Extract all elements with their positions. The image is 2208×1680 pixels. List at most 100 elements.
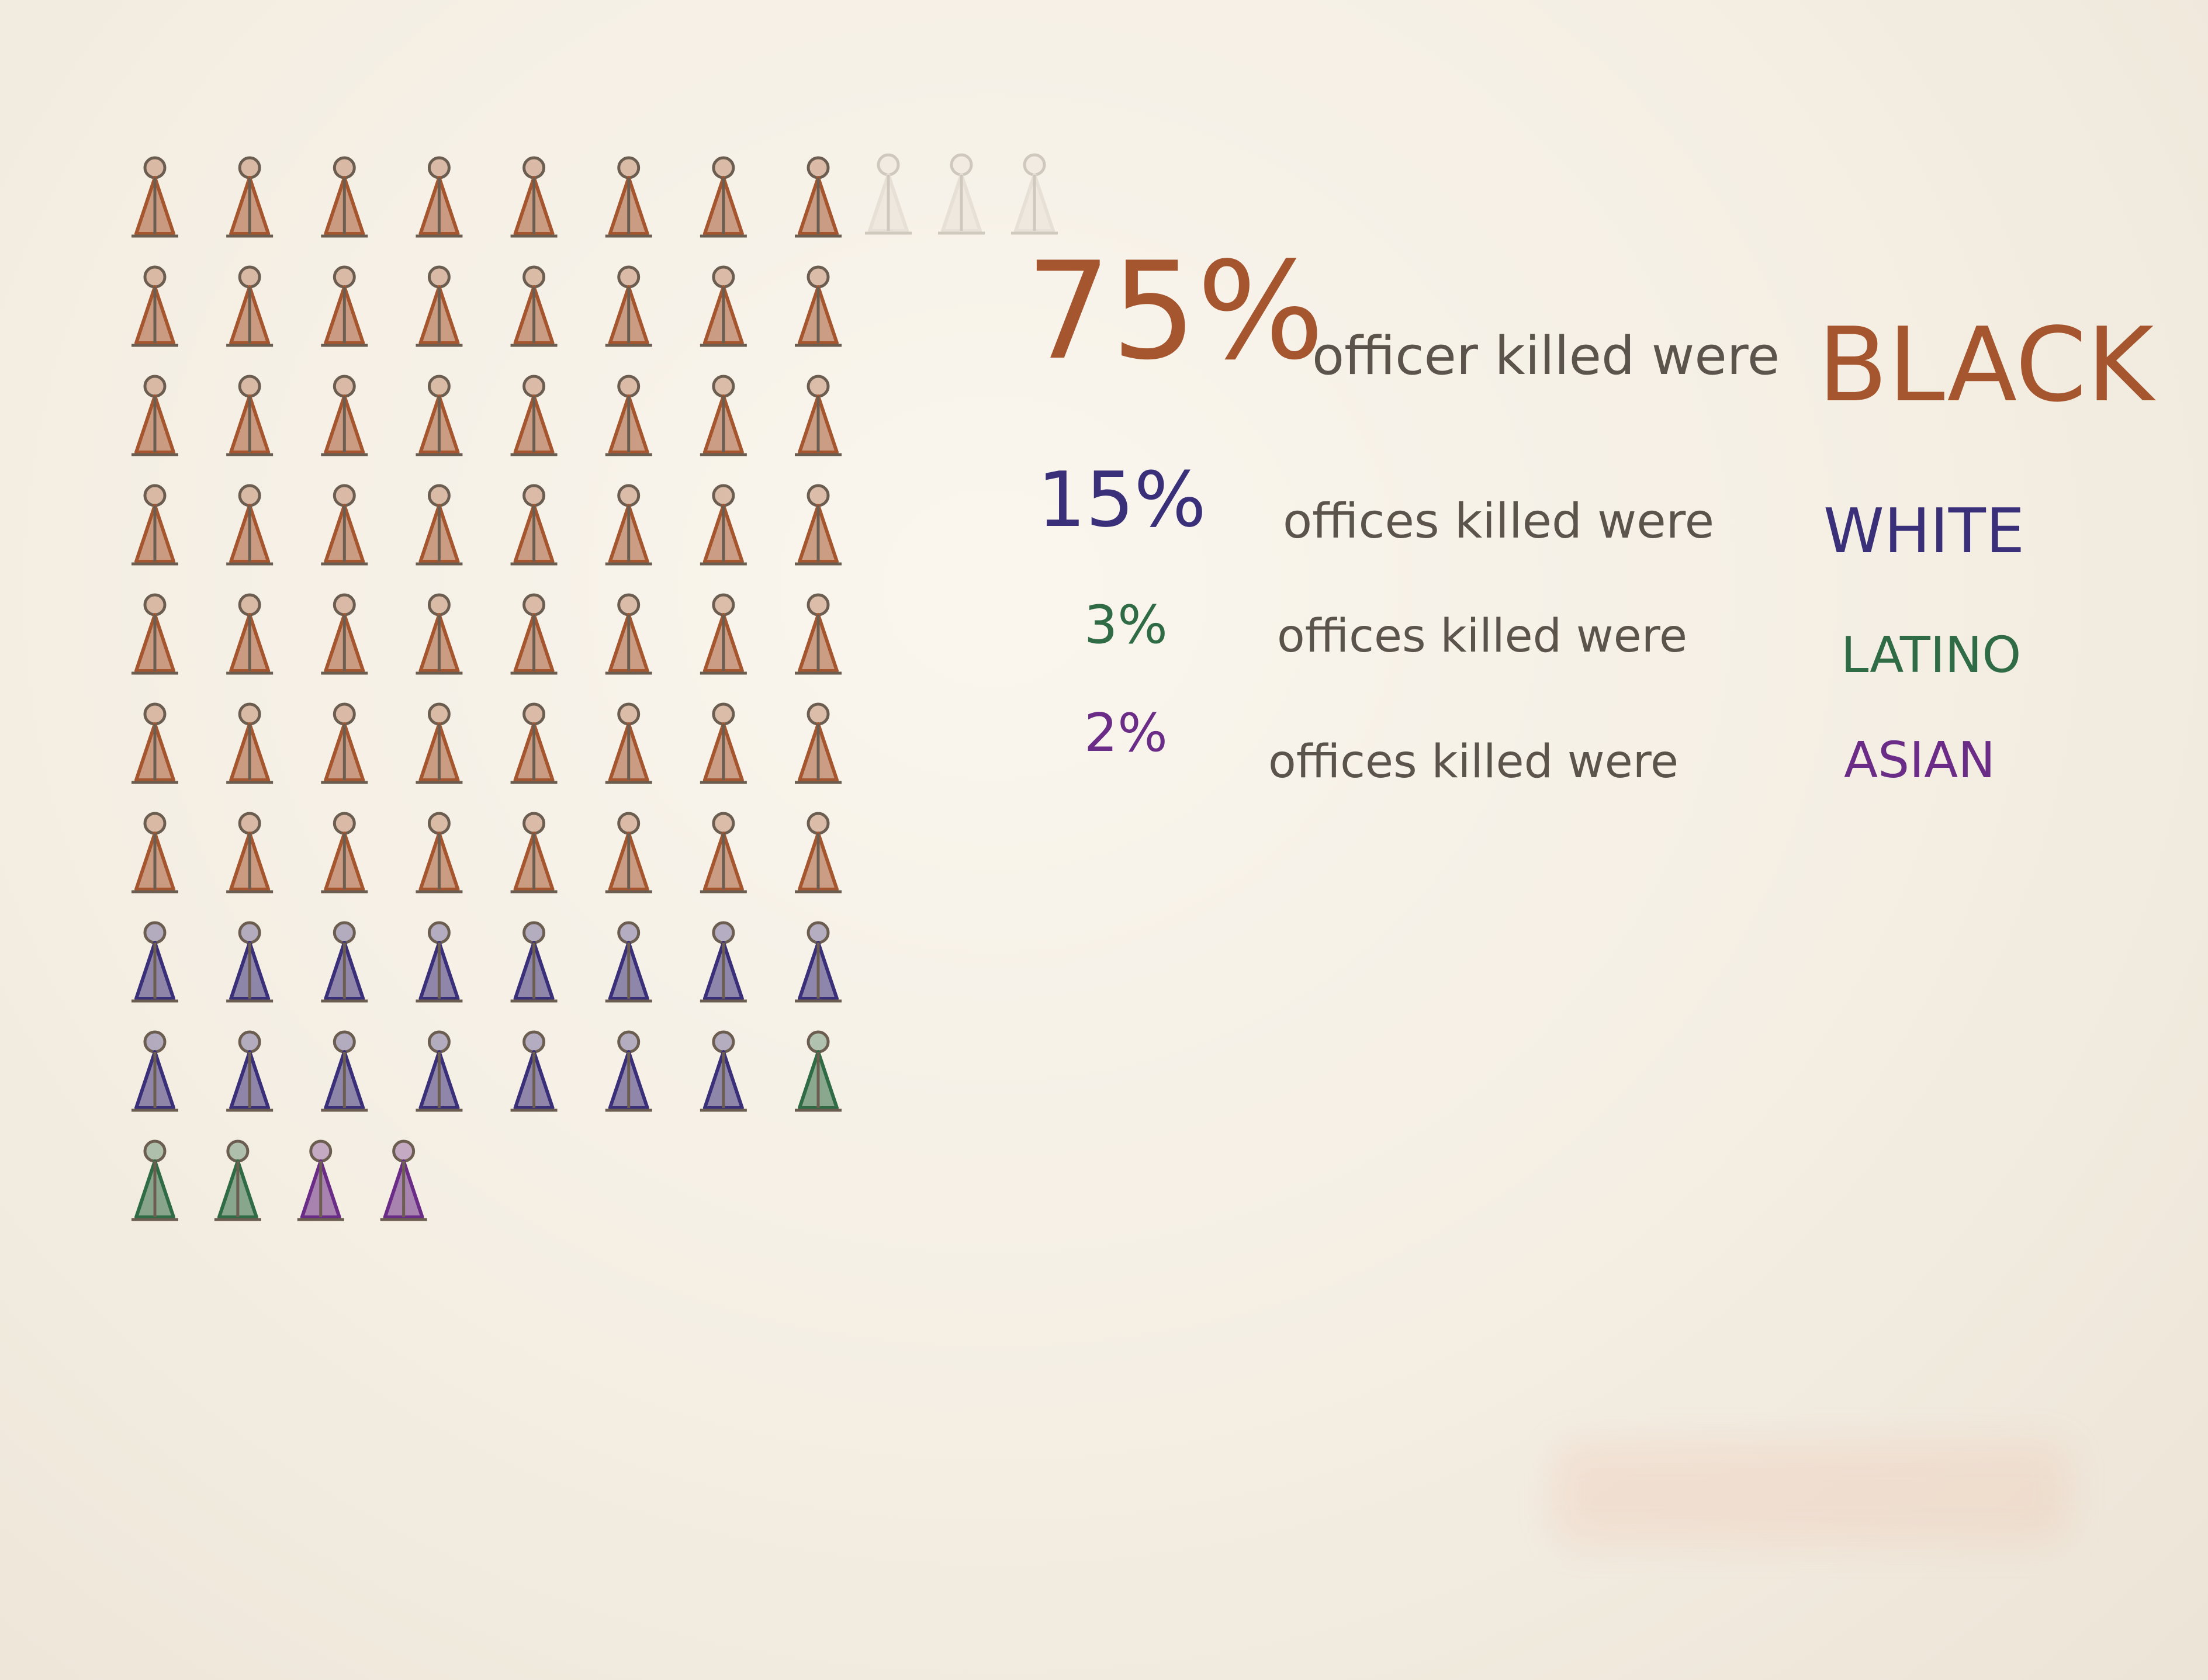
- figure-asian: [297, 1139, 344, 1221]
- figure-white: [131, 1030, 178, 1112]
- figure-latino: [131, 1139, 178, 1221]
- figure-latino: [795, 1030, 842, 1112]
- legend-text-black: officer killed were: [1312, 325, 1780, 387]
- figure-black: [795, 375, 842, 456]
- figure-white: [416, 1030, 463, 1112]
- figure-white: [605, 1030, 652, 1112]
- legend-row-latino: 3% offices killed were LATINO: [1084, 594, 2021, 684]
- legend: 75% officer killed were BLACK 15% office…: [1026, 234, 2156, 789]
- figure-black: [416, 702, 463, 784]
- figure-white: [321, 921, 368, 1003]
- figure-black: [131, 156, 178, 238]
- figure-black: [321, 375, 368, 456]
- figure-black: [510, 375, 558, 456]
- figure-black: [510, 702, 558, 784]
- figure-latino: [214, 1139, 261, 1221]
- figure-black: [700, 265, 747, 347]
- legend-row-white: 15% offices killed were WHITE: [1037, 455, 2024, 567]
- figure-white: [131, 921, 178, 1003]
- legend-text-asian: offices killed were: [1268, 736, 1679, 788]
- figure-black: [416, 265, 463, 347]
- figure-black: [226, 375, 274, 456]
- figure-black: [416, 812, 463, 893]
- figure-black: [510, 812, 558, 893]
- figure-black: [795, 156, 842, 238]
- figure-white: [510, 921, 558, 1003]
- legend-text-latino: offices killed were: [1277, 610, 1687, 663]
- figure-black: [416, 484, 463, 566]
- figure-black: [321, 812, 368, 893]
- legend-group-latino: LATINO: [1841, 626, 2021, 684]
- figure-black: [416, 375, 463, 456]
- figure-white: [605, 921, 652, 1003]
- figure-black: [416, 593, 463, 675]
- figure-black: [226, 702, 274, 784]
- figure-black: [700, 156, 747, 238]
- legend-row-asian: 2% offices killed were ASIAN: [1084, 702, 1995, 789]
- figure-black: [605, 812, 652, 893]
- figure-black: [321, 265, 368, 347]
- figure-erased: [1011, 153, 1058, 235]
- figure-black: [131, 593, 178, 675]
- figure-erased: [938, 153, 985, 235]
- figure-black: [510, 156, 558, 238]
- figure-white: [226, 921, 274, 1003]
- figure-black: [700, 702, 747, 784]
- legend-group-asian: ASIAN: [1844, 732, 1995, 789]
- figure-black: [700, 593, 747, 675]
- legend-group-black: BLACK: [1818, 306, 2156, 425]
- figure-black: [226, 265, 274, 347]
- figure-black: [700, 812, 747, 893]
- legend-group-white: WHITE: [1823, 496, 2024, 567]
- figure-white: [226, 1030, 274, 1112]
- figure-black: [226, 484, 274, 566]
- figure-black: [131, 265, 178, 347]
- figure-black: [416, 156, 463, 238]
- figure-white: [416, 921, 463, 1003]
- figure-black: [795, 484, 842, 566]
- legend-text-white: offices killed were: [1283, 494, 1714, 549]
- figure-black: [510, 265, 558, 347]
- figure-white: [321, 1030, 368, 1112]
- figure-black: [795, 812, 842, 893]
- figure-black: [795, 265, 842, 347]
- legend-percent-black: 75%: [1026, 234, 1324, 390]
- legend-row-black: 75% officer killed were BLACK: [1026, 234, 2156, 425]
- figure-black: [605, 375, 652, 456]
- paper-smudge: [1555, 1443, 2069, 1543]
- figure-black: [510, 484, 558, 566]
- figure-black: [605, 265, 652, 347]
- figure-black: [321, 156, 368, 238]
- figure-black: [226, 156, 274, 238]
- figure-black: [321, 484, 368, 566]
- figure-black: [795, 702, 842, 784]
- figure-black: [131, 702, 178, 784]
- figure-black: [510, 593, 558, 675]
- figure-grid: [131, 153, 1058, 1221]
- figure-black: [700, 484, 747, 566]
- figure-white: [510, 1030, 558, 1112]
- figure-black: [226, 812, 274, 893]
- figure-black: [226, 593, 274, 675]
- figure-black: [131, 375, 178, 456]
- figure-black: [795, 593, 842, 675]
- legend-percent-white: 15%: [1037, 455, 1206, 544]
- figure-black: [321, 702, 368, 784]
- figure-white: [700, 1030, 747, 1112]
- figure-asian: [380, 1139, 427, 1221]
- figure-white: [700, 921, 747, 1003]
- figure-black: [321, 593, 368, 675]
- figure-black: [605, 702, 652, 784]
- figure-black: [700, 375, 747, 456]
- figure-black: [605, 484, 652, 566]
- figure-black: [131, 812, 178, 893]
- legend-percent-asian: 2%: [1084, 702, 1168, 764]
- figure-white: [795, 921, 842, 1003]
- figure-black: [605, 593, 652, 675]
- figure-black: [605, 156, 652, 238]
- legend-percent-latino: 3%: [1084, 594, 1168, 656]
- figure-black: [131, 484, 178, 566]
- figure-erased: [865, 153, 912, 235]
